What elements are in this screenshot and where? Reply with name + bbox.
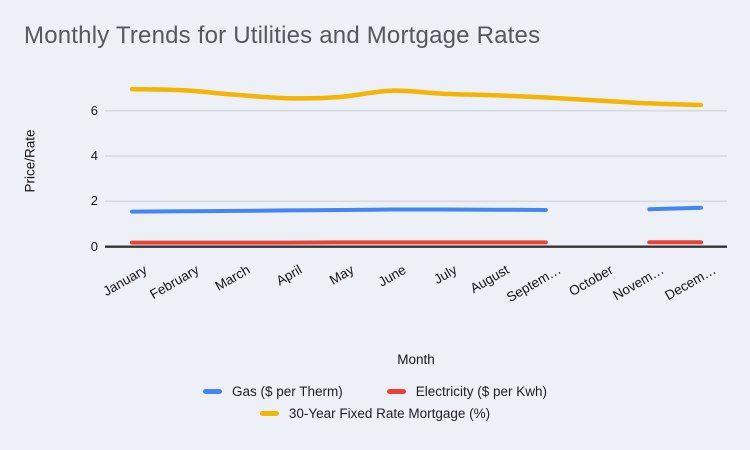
legend: Gas ($ per Therm) Electricity ($ per Kwh)… bbox=[115, 384, 635, 421]
y-tick-label: 6 bbox=[90, 102, 98, 118]
y-tick-label: 0 bbox=[90, 238, 98, 254]
chart-title: Monthly Trends for Utilities and Mortgag… bbox=[24, 22, 541, 49]
legend-swatch-mortgage bbox=[259, 411, 279, 416]
legend-swatch-electricity bbox=[386, 389, 406, 394]
legend-item-gas[interactable]: Gas ($ per Therm) bbox=[202, 384, 343, 399]
y-tick-label: 4 bbox=[90, 148, 98, 164]
legend-item-electricity[interactable]: Electricity ($ per Kwh) bbox=[386, 384, 548, 399]
legend-label: Gas ($ per Therm) bbox=[231, 384, 343, 399]
series-line-gas[interactable] bbox=[130, 207, 548, 214]
legend-item-mortgage[interactable]: 30-Year Fixed Rate Mortgage (%) bbox=[259, 406, 491, 421]
x-axis-title: Month bbox=[397, 352, 435, 367]
y-axis-title: Price/Rate bbox=[22, 129, 38, 193]
series-line-mortgage[interactable] bbox=[129, 86, 704, 108]
y-tick-label: 2 bbox=[90, 193, 98, 209]
legend-label: 30-Year Fixed Rate Mortgage (%) bbox=[288, 406, 491, 421]
legend-swatch-gas bbox=[202, 389, 222, 394]
legend-label: Electricity ($ per Kwh) bbox=[415, 384, 548, 399]
series-line-gas[interactable] bbox=[647, 205, 703, 212]
